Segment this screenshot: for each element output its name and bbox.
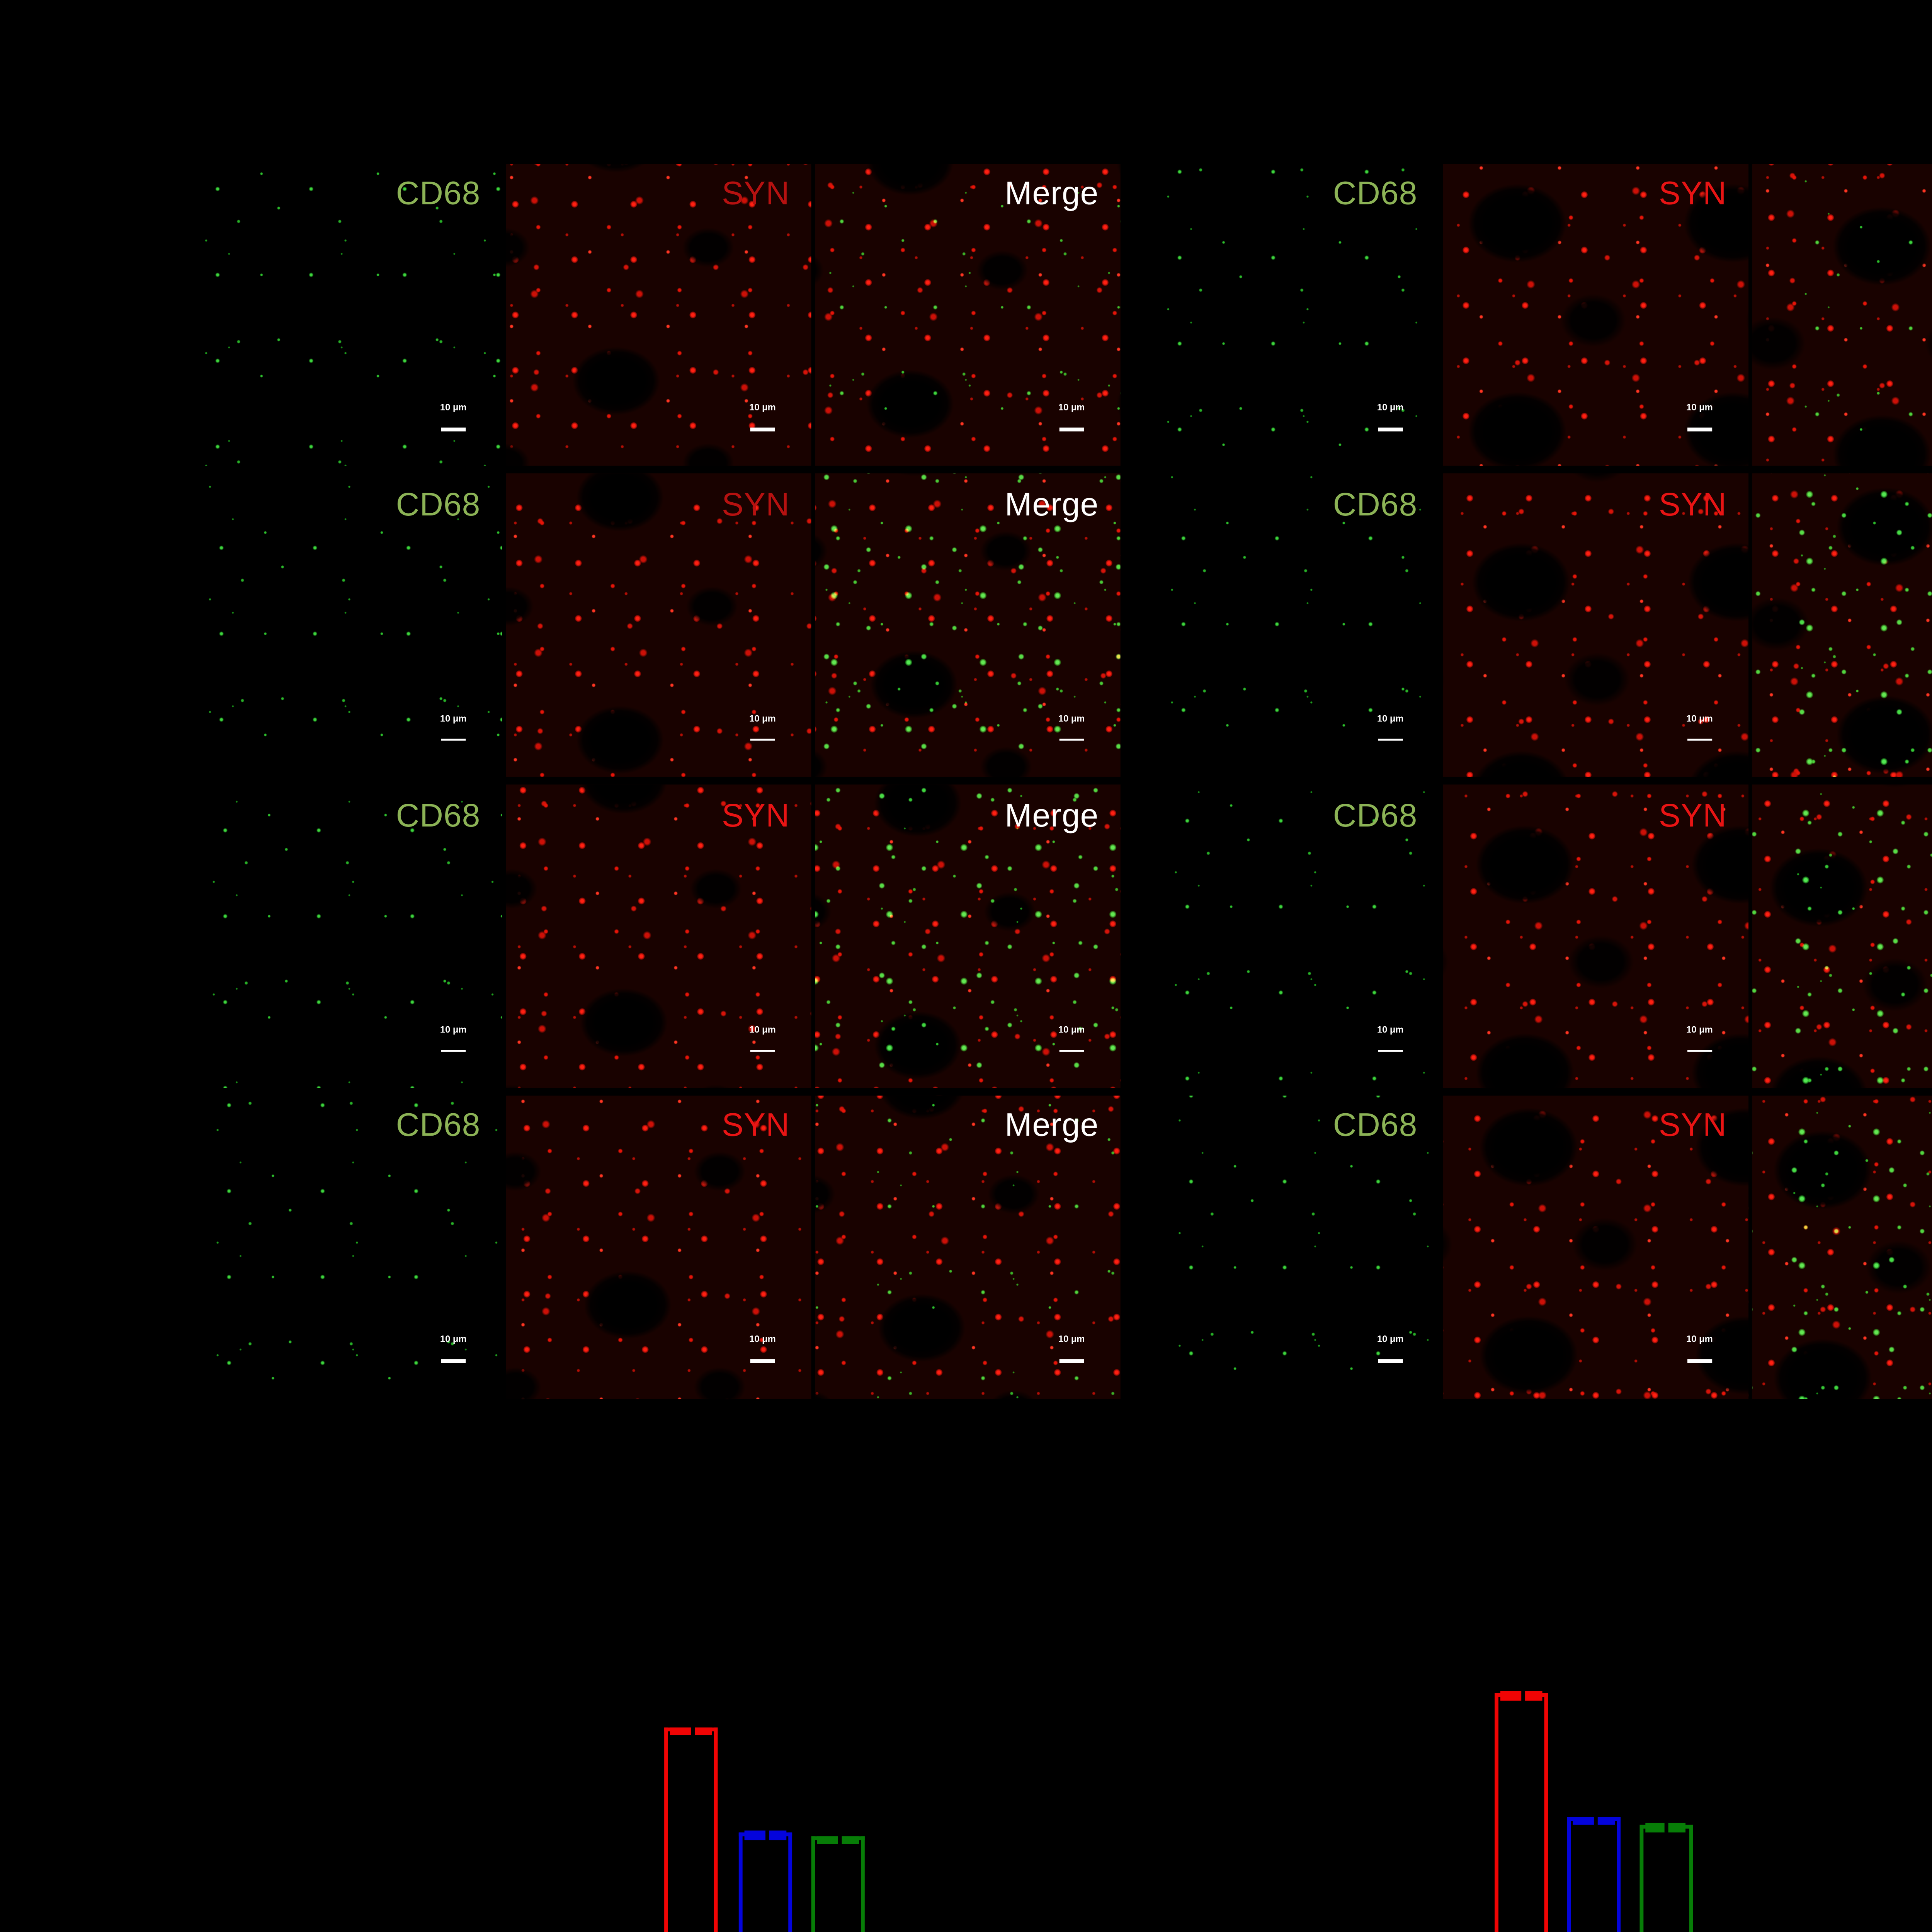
scale-bar-label: 10 μm (1377, 1337, 1404, 1347)
bar-blue-chart2 (1567, 1815, 1621, 1932)
panel-label: CD68 (1333, 1108, 1418, 1144)
bar-red-chart1 (664, 1725, 718, 1932)
panel-label: SYN (721, 486, 790, 523)
micrograph-panel-merge-r2c3: Merge 10 μm (814, 474, 1120, 777)
scale-bar (1059, 1049, 1084, 1052)
scale-bar (750, 1049, 775, 1052)
scale-bar-label: 10 μm (1377, 405, 1404, 415)
scale-bar-label: 10 μm (440, 405, 467, 415)
panel-label: SYN (721, 175, 790, 212)
scale-bar-label: 10 μm (1058, 405, 1085, 415)
micrograph-panel-syn-r1c2: SYN 10 μm (505, 163, 811, 466)
micrograph-panel-cd68-r1c4: CD68 10 μm (1133, 163, 1439, 466)
scale-bar-label: 10 μm (440, 1337, 467, 1347)
scale-bar (441, 1360, 466, 1363)
scale-bar-label: 10 μm (1377, 715, 1404, 725)
scale-bar (750, 1360, 775, 1363)
micrograph-panel-syn-r3c5: SYN 10 μm (1442, 784, 1748, 1088)
micrograph-panel-cd68-r1c1: CD68 10 μm (196, 163, 502, 466)
micrograph-panel-cd68-r2c1: CD68 10 μm (196, 474, 502, 777)
panel-label: CD68 (1333, 175, 1418, 212)
scale-bar (750, 428, 775, 431)
scale-bar (1378, 428, 1403, 431)
scale-bar-label: 10 μm (1686, 1337, 1713, 1347)
scale-bar-label: 10 μm (1686, 405, 1713, 415)
micrograph-panel-cd68-r3c1: CD68 10 μm (196, 784, 502, 1088)
micrograph-panel-cd68-r4c4: CD68 10 μm (1133, 1095, 1439, 1398)
panel-label: SYN (721, 797, 790, 833)
scale-bar-label: 10 μm (749, 1337, 776, 1347)
panel-label: CD68 (396, 1108, 481, 1144)
scale-bar-label: 10 μm (749, 405, 776, 415)
scale-bar-label: 10 μm (1058, 715, 1085, 725)
micrograph-panel-syn-r1c5: SYN 10 μm (1442, 163, 1748, 466)
scale-bar-label: 10 μm (1058, 1026, 1085, 1036)
micrograph-panel-merge-r1c3: Merge 10 μm (814, 163, 1120, 466)
scale-bar (1059, 428, 1084, 431)
panel-label: Merge (1005, 486, 1099, 523)
micrograph-panel-syn-r4c5: SYN 10 μm (1442, 1095, 1748, 1398)
scale-bar (441, 428, 466, 431)
scale-bar (750, 738, 775, 742)
scale-bar-label: 10 μm (749, 1026, 776, 1036)
scale-bar (1059, 1360, 1084, 1363)
micrograph-panel-merge-r4c3: Merge 10 μm (814, 1095, 1120, 1398)
panel-label: SYN (721, 1108, 790, 1144)
panel-label: SYN (1658, 175, 1727, 212)
micrograph-panel-syn-r3c2: SYN 10 μm (505, 784, 811, 1088)
micrograph-panel-cd68-r3c4: CD68 10 μm (1133, 784, 1439, 1088)
bar-red-chart2 (1495, 1690, 1549, 1932)
bar-green-chart1 (811, 1834, 865, 1932)
panel-label: CD68 (1333, 486, 1418, 523)
scale-bar (1687, 738, 1712, 742)
scale-bar-label: 10 μm (440, 1026, 467, 1036)
panel-label: SYN (1658, 797, 1727, 833)
panel-label: CD68 (1333, 797, 1418, 833)
micrograph-panel-syn-r2c2: SYN 10 μm (505, 474, 811, 777)
scale-bar (1059, 738, 1084, 742)
panel-label: Merge (1005, 175, 1099, 212)
scale-bar-label: 10 μm (1058, 1337, 1085, 1347)
scale-bar-label: 10 μm (1686, 715, 1713, 725)
micrograph-panel-merge-r3c3: Merge 10 μm (814, 784, 1120, 1088)
scale-bar (1378, 738, 1403, 742)
micrograph-panel-syn-r4c2: SYN 10 μm (505, 1095, 811, 1398)
panel-label: CD68 (396, 486, 481, 523)
scale-bar (1378, 1360, 1403, 1363)
scale-bar (1687, 1049, 1712, 1052)
scale-bar-label: 10 μm (1686, 1026, 1713, 1036)
scale-bar (1687, 428, 1712, 431)
scale-bar (441, 738, 466, 742)
scale-bar-label: 10 μm (440, 715, 467, 725)
panel-label: Merge (1005, 1108, 1099, 1144)
micrograph-panel-cd68-r4c1: CD68 10 μm (196, 1095, 502, 1398)
bar-blue-chart1 (738, 1830, 793, 1932)
bar-green-chart2 (1638, 1822, 1693, 1932)
panel-label: SYN (1658, 1108, 1727, 1144)
scale-bar (1687, 1360, 1712, 1363)
scale-bar (441, 1049, 466, 1052)
micrograph-panel-cd68-r2c4: CD68 10 μm (1133, 474, 1439, 777)
micrograph-panel-syn-r2c5: SYN 10 μm (1442, 474, 1748, 777)
panel-label: CD68 (396, 175, 481, 212)
scale-bar (1378, 1049, 1403, 1052)
panel-label: SYN (1658, 486, 1727, 523)
panel-label: CD68 (396, 797, 481, 833)
scale-bar-label: 10 μm (1377, 1026, 1404, 1036)
scale-bar-label: 10 μm (749, 715, 776, 725)
panel-label: Merge (1005, 797, 1099, 833)
